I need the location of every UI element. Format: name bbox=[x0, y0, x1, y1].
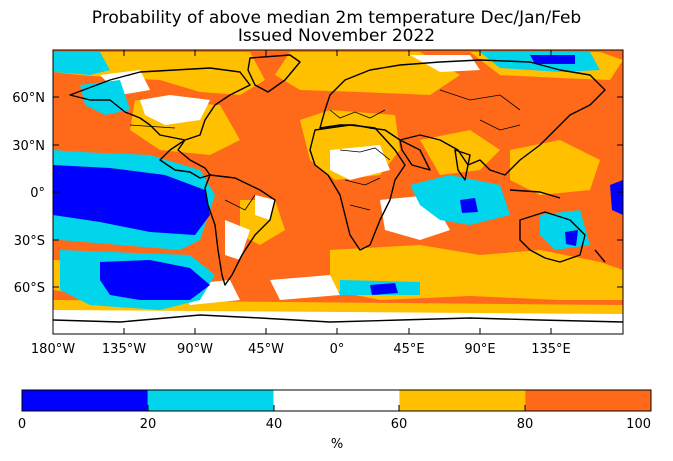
colorbar-bins bbox=[22, 390, 651, 411]
lon-label-135e: 135°E bbox=[531, 342, 571, 357]
lon-label-180w: 180°W bbox=[31, 342, 75, 357]
colorbar-bin-80-100 bbox=[525, 390, 651, 411]
colorbar-bin-40-60 bbox=[273, 390, 400, 411]
probability-field-0-20 bbox=[53, 55, 623, 300]
longitude-axis: 180°W 135°W 90°W 45°W 0° 45°E 90°E 135°E bbox=[31, 50, 571, 357]
colorbar-tick-20: 20 bbox=[140, 417, 157, 432]
colorbar-tick-80: 80 bbox=[517, 417, 534, 432]
colorbar-tick-100: 100 bbox=[626, 417, 651, 432]
colorbar: 0 20 40 60 80 100 % bbox=[18, 389, 652, 452]
forecast-map bbox=[53, 50, 623, 334]
lat-label-60n: 60°N bbox=[12, 91, 45, 106]
colorbar-frame bbox=[21, 389, 652, 412]
lon-label-135w: 135°W bbox=[102, 342, 146, 357]
lat-label-30n: 30°N bbox=[12, 139, 45, 154]
lat-label-30s: 30°S bbox=[14, 234, 45, 249]
colorbar-tick-60: 60 bbox=[391, 417, 408, 432]
colorbar-unit-label: % bbox=[331, 437, 343, 452]
map-subtitle: Issued November 2022 bbox=[237, 26, 436, 46]
lon-label-45w: 45°W bbox=[248, 342, 284, 357]
coastlines bbox=[53, 54, 623, 323]
lat-label-60s: 60°S bbox=[14, 281, 45, 296]
colorbar-bin-0-20 bbox=[22, 390, 148, 411]
map-title: Probability of above median 2m temperatu… bbox=[91, 8, 582, 28]
colorbar-tick-0: 0 bbox=[18, 417, 26, 432]
lon-label-90e: 90°E bbox=[464, 342, 495, 357]
country-borders bbox=[129, 89, 521, 211]
lon-label-45e: 45°E bbox=[393, 342, 424, 357]
lon-label-90w: 90°W bbox=[177, 342, 213, 357]
lat-label-0: 0° bbox=[30, 186, 45, 201]
colorbar-bin-60-80 bbox=[399, 390, 526, 411]
lon-label-0: 0° bbox=[330, 342, 345, 357]
colorbar-tick-40: 40 bbox=[266, 417, 283, 432]
colorbar-bin-20-40 bbox=[147, 390, 274, 411]
latitude-axis: 60°N 30°N 0° 30°S 60°S bbox=[12, 91, 623, 296]
